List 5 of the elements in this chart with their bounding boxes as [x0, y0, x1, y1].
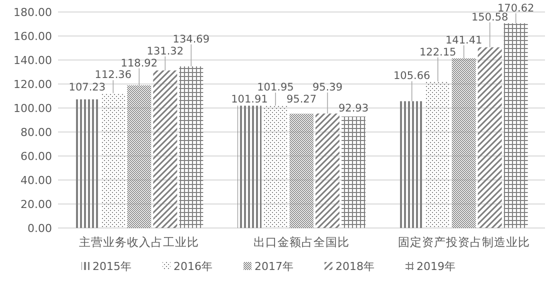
legend-label: 2019年: [416, 260, 456, 273]
legend-label: 2018年: [336, 260, 374, 273]
legend-label: 2017年: [254, 260, 294, 273]
legend-label: 2015年: [92, 260, 132, 273]
legend-label: 2016年: [174, 260, 212, 273]
